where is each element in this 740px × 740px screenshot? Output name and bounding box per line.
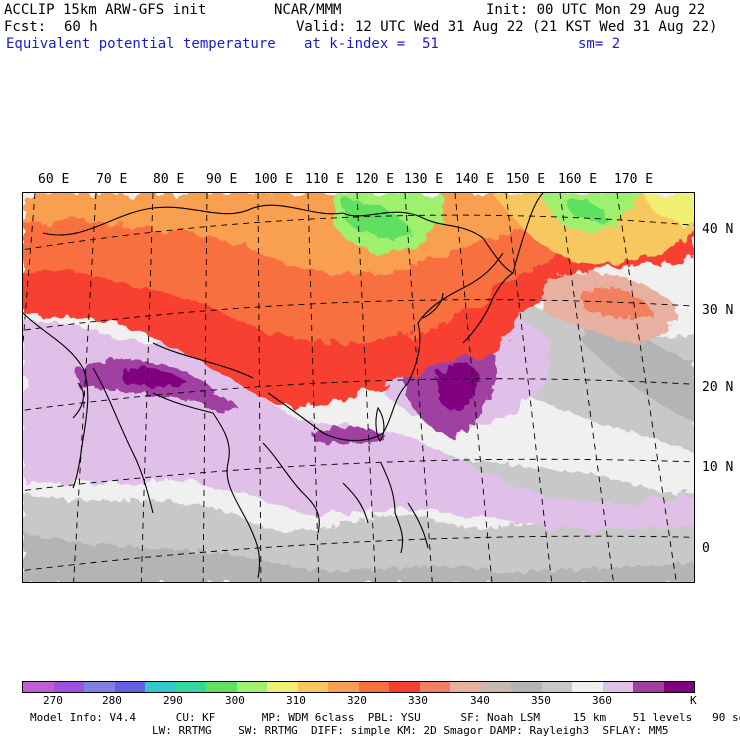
colorbar-swatch <box>328 682 359 692</box>
lon-label: 130 E <box>404 172 444 187</box>
lon-label: 70 E <box>96 172 128 187</box>
lon-label: 160 E <box>558 172 598 187</box>
colorbar-tick-label: 300 <box>225 694 245 707</box>
coastlines <box>23 193 544 579</box>
init-time: Init: 00 UTC Mon 29 Aug 22 <box>486 2 706 18</box>
colorbar-swatch <box>419 682 450 692</box>
colorbar-swatch <box>114 682 145 692</box>
colorbar-swatch <box>663 682 694 692</box>
field-name: Equivalent potential temperature <box>6 36 276 52</box>
warm-continental-field <box>23 193 694 407</box>
pacific-swirl <box>543 272 676 343</box>
colorbar-swatch <box>389 682 420 692</box>
lon-label: 60 E <box>38 172 70 187</box>
model-title: ACCLIP 15km ARW-GFS init <box>4 2 207 18</box>
colorbar-tick-label: 310 <box>286 694 306 707</box>
colorbar-tick-label: 320 <box>347 694 367 707</box>
lat-label: 0 <box>702 541 710 556</box>
colorbar-tick-label: 360 <box>592 694 612 707</box>
lat-label: 40 N <box>702 222 734 237</box>
lon-label: 80 E <box>153 172 185 187</box>
lon-label: 150 E <box>506 172 546 187</box>
forecast-label: Fcst: <box>4 19 47 35</box>
colorbar-tick-label: 330 <box>408 694 428 707</box>
colorbar-swatch <box>175 682 206 692</box>
level-index: at k-index = 51 <box>304 36 439 52</box>
colorbar-swatch <box>297 682 328 692</box>
colorbar-tick-label: 290 <box>163 694 183 707</box>
lat-label: 10 N <box>702 460 734 475</box>
model-info-line2: LW: RRTMG SW: RRTMG DIFF: simple KM: 2D … <box>152 724 669 737</box>
colorbar-swatch <box>480 682 511 692</box>
model-info-line1: Model Info: V4.4 CU: KF MP: WDM 6class P… <box>30 711 740 724</box>
colorbar-tick-label: 340 <box>470 694 490 707</box>
colorbar-swatch <box>358 682 389 692</box>
org-label: NCAR/MMM <box>274 2 342 18</box>
lon-label: 90 E <box>206 172 238 187</box>
colorbar-swatch <box>206 682 237 692</box>
lon-label: 100 E <box>254 172 294 187</box>
colorbar-swatch <box>84 682 115 692</box>
lon-label: 140 E <box>455 172 495 187</box>
lon-label: 170 E <box>614 172 654 187</box>
colorbar-swatch <box>602 682 633 692</box>
forecast-hour: 60 h <box>64 19 98 35</box>
colorbar-swatch <box>450 682 481 692</box>
theta-e-map <box>22 192 695 583</box>
colorbar-unit: K <box>690 694 697 707</box>
lat-label: 30 N <box>702 303 734 318</box>
colorbar-swatch <box>23 682 54 692</box>
map-canvas <box>23 193 694 582</box>
lat-label: 20 N <box>702 380 734 395</box>
colorbar-swatch <box>541 682 572 692</box>
lon-label: 110 E <box>305 172 345 187</box>
graticule <box>23 193 694 582</box>
colorbar-tick-label: 270 <box>43 694 63 707</box>
colorbar-tick-label: 350 <box>531 694 551 707</box>
smoothing-value: sm= 2 <box>578 36 621 52</box>
colorbar <box>22 681 695 693</box>
colorbar-swatch <box>145 682 176 692</box>
colorbar-swatch <box>236 682 267 692</box>
lon-label: 120 E <box>355 172 395 187</box>
valid-time: Valid: 12 UTC Wed 31 Aug 22 (21 KST Wed … <box>296 19 718 35</box>
colorbar-swatch <box>572 682 603 692</box>
colorbar-swatch <box>267 682 298 692</box>
colorbar-tick-label: 280 <box>102 694 122 707</box>
colorbar-swatch <box>53 682 84 692</box>
colorbar-swatch <box>633 682 664 692</box>
colorbar-swatch <box>511 682 542 692</box>
